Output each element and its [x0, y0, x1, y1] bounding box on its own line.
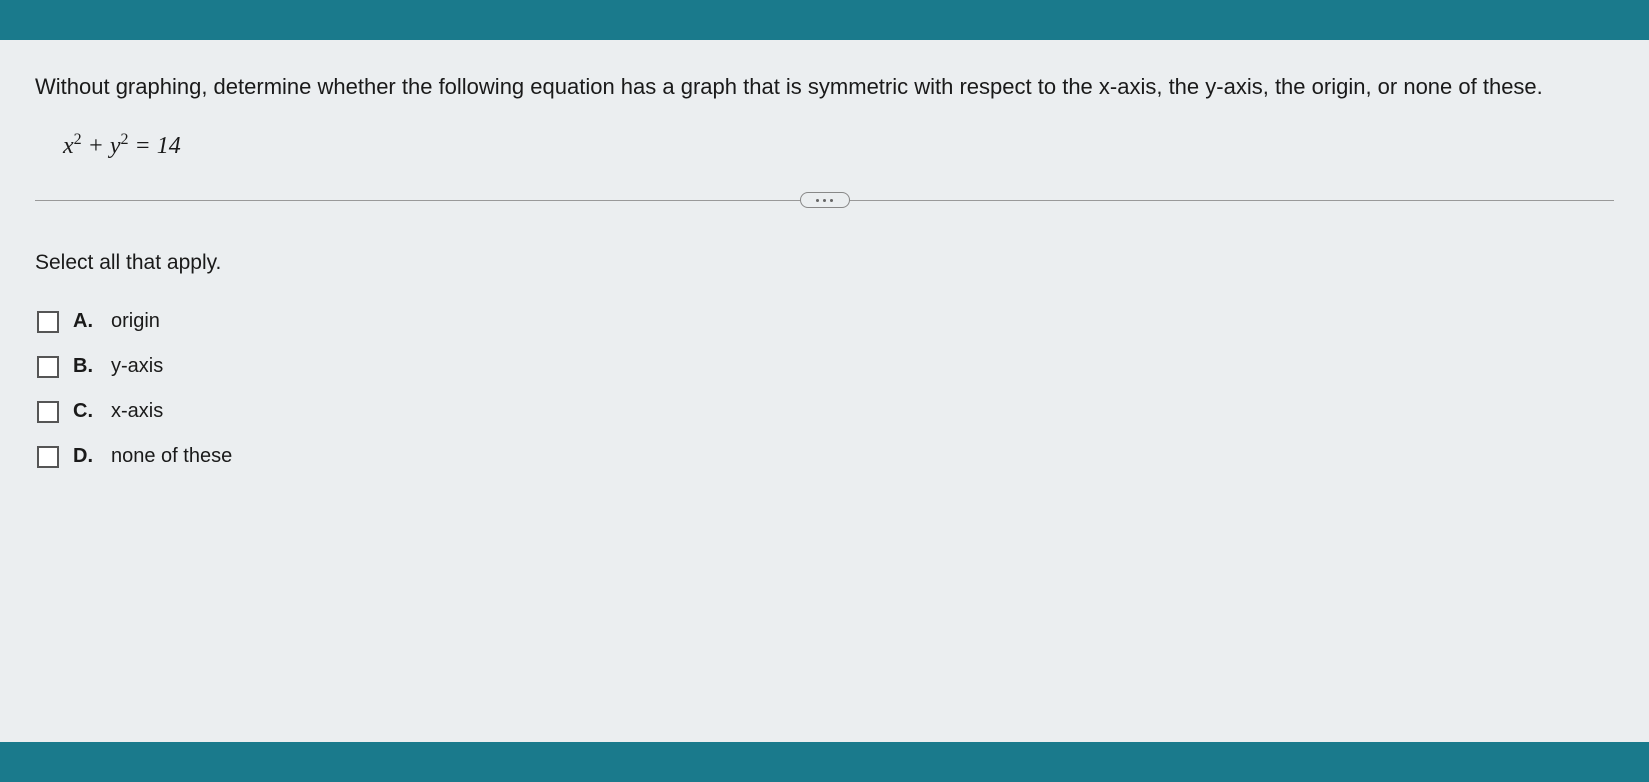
checkbox-d[interactable]: [37, 446, 59, 468]
option-text: y-axis: [111, 355, 163, 378]
option-text: none of these: [111, 445, 232, 468]
checkbox-b[interactable]: [37, 356, 59, 378]
option-letter: A.: [73, 310, 97, 333]
option-letter: B.: [73, 355, 97, 378]
option-a[interactable]: A. origin: [37, 310, 1614, 333]
question-panel: Without graphing, determine whether the …: [0, 40, 1649, 742]
question-prompt: Without graphing, determine whether the …: [35, 70, 1614, 103]
divider-handle[interactable]: [800, 192, 850, 208]
equation-display: x2 + y2 = 14: [63, 131, 1614, 160]
ellipsis-icon: [816, 199, 833, 202]
option-text: x-axis: [111, 400, 163, 423]
option-letter: C.: [73, 400, 97, 423]
option-d[interactable]: D. none of these: [37, 445, 1614, 468]
select-instruction: Select all that apply.: [35, 251, 1614, 275]
option-b[interactable]: B. y-axis: [37, 355, 1614, 378]
section-divider: [35, 200, 1614, 201]
option-letter: D.: [73, 445, 97, 468]
checkbox-c[interactable]: [37, 401, 59, 423]
options-list: A. origin B. y-axis C. x-axis D. none of…: [37, 310, 1614, 468]
option-c[interactable]: C. x-axis: [37, 400, 1614, 423]
checkbox-a[interactable]: [37, 311, 59, 333]
option-text: origin: [111, 310, 160, 333]
